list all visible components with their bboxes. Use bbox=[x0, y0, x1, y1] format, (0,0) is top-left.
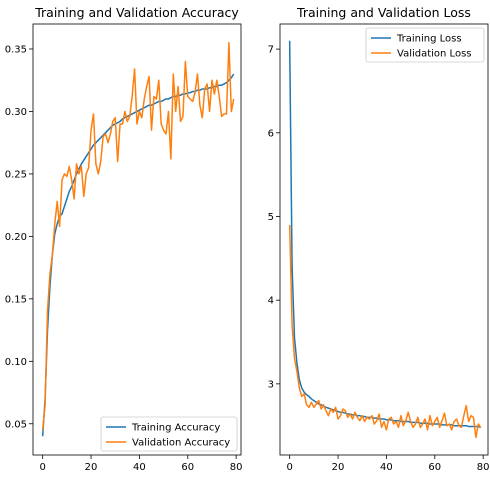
accuracy-y-tick-label: 0.05 bbox=[5, 419, 27, 430]
accuracy-x-axis: 0 20 40 60 80 bbox=[39, 455, 243, 473]
accuracy-y-tick-label: 0.20 bbox=[5, 232, 27, 243]
loss-x-tick-label: 0 bbox=[286, 462, 292, 473]
legend-label-training-loss: Training Loss bbox=[396, 34, 462, 45]
accuracy-y-tick-label: 0.15 bbox=[5, 294, 27, 305]
accuracy-legend-box bbox=[100, 416, 238, 452]
legend-label-training-accuracy: Training Accuracy bbox=[131, 423, 220, 434]
accuracy-plot: Training and Validation Accuracy 0 20 40 60… bbox=[5, 5, 243, 473]
loss-x-tick-label: 40 bbox=[380, 462, 393, 473]
loss-y-tick-label: 6 bbox=[268, 128, 274, 139]
accuracy-plot-title: Training and Validation Accuracy bbox=[34, 5, 239, 20]
accuracy-y-tick-label: 0.30 bbox=[5, 107, 27, 118]
accuracy-x-tick-label: 60 bbox=[181, 462, 194, 473]
series-line-training-accuracy bbox=[41, 73, 235, 437]
loss-y-axis: 3 4 5 6 7 bbox=[268, 45, 280, 390]
loss-x-tick-label: 60 bbox=[428, 462, 441, 473]
accuracy-plot-frame bbox=[32, 23, 242, 456]
loss-legend-box bbox=[365, 27, 485, 63]
series-line-validation-loss bbox=[288, 224, 482, 439]
loss-y-tick-label: 4 bbox=[268, 296, 274, 307]
loss-plot: Training and Validation Loss 0 20 40 60 80 3… bbox=[268, 5, 490, 473]
accuracy-y-tick-label: 0.35 bbox=[5, 44, 27, 55]
loss-y-tick-label: 7 bbox=[268, 45, 274, 56]
loss-y-tick-label: 3 bbox=[268, 379, 274, 390]
loss-x-axis: 0 20 40 60 80 bbox=[286, 455, 490, 473]
loss-plot-frame bbox=[279, 23, 489, 456]
loss-legend: Training Loss Validation Loss bbox=[365, 27, 485, 63]
loss-plot-area bbox=[288, 40, 482, 439]
accuracy-y-tick-label: 0.25 bbox=[5, 169, 27, 180]
accuracy-x-tick-label: 40 bbox=[133, 462, 146, 473]
accuracy-x-tick-label: 80 bbox=[230, 462, 243, 473]
legend-label-validation-loss: Validation Loss bbox=[397, 49, 472, 60]
accuracy-y-tick-label: 0.10 bbox=[5, 357, 27, 368]
loss-x-tick-label: 20 bbox=[332, 462, 345, 473]
series-line-validation-accuracy bbox=[41, 41, 235, 431]
legend-label-validation-accuracy: Validation Accuracy bbox=[132, 438, 230, 449]
accuracy-x-tick-label: 20 bbox=[85, 462, 98, 473]
loss-plot-title: Training and Validation Loss bbox=[296, 5, 471, 20]
accuracy-legend: Training Accuracy Validation Accuracy bbox=[100, 416, 238, 452]
loss-y-tick-label: 5 bbox=[268, 212, 274, 223]
accuracy-y-axis: 0.05 0.10 0.15 0.20 0.25 0.30 0.35 bbox=[5, 44, 33, 430]
loss-x-tick-label: 80 bbox=[477, 462, 490, 473]
accuracy-x-tick-label: 0 bbox=[39, 462, 45, 473]
accuracy-plot-area bbox=[41, 41, 235, 437]
